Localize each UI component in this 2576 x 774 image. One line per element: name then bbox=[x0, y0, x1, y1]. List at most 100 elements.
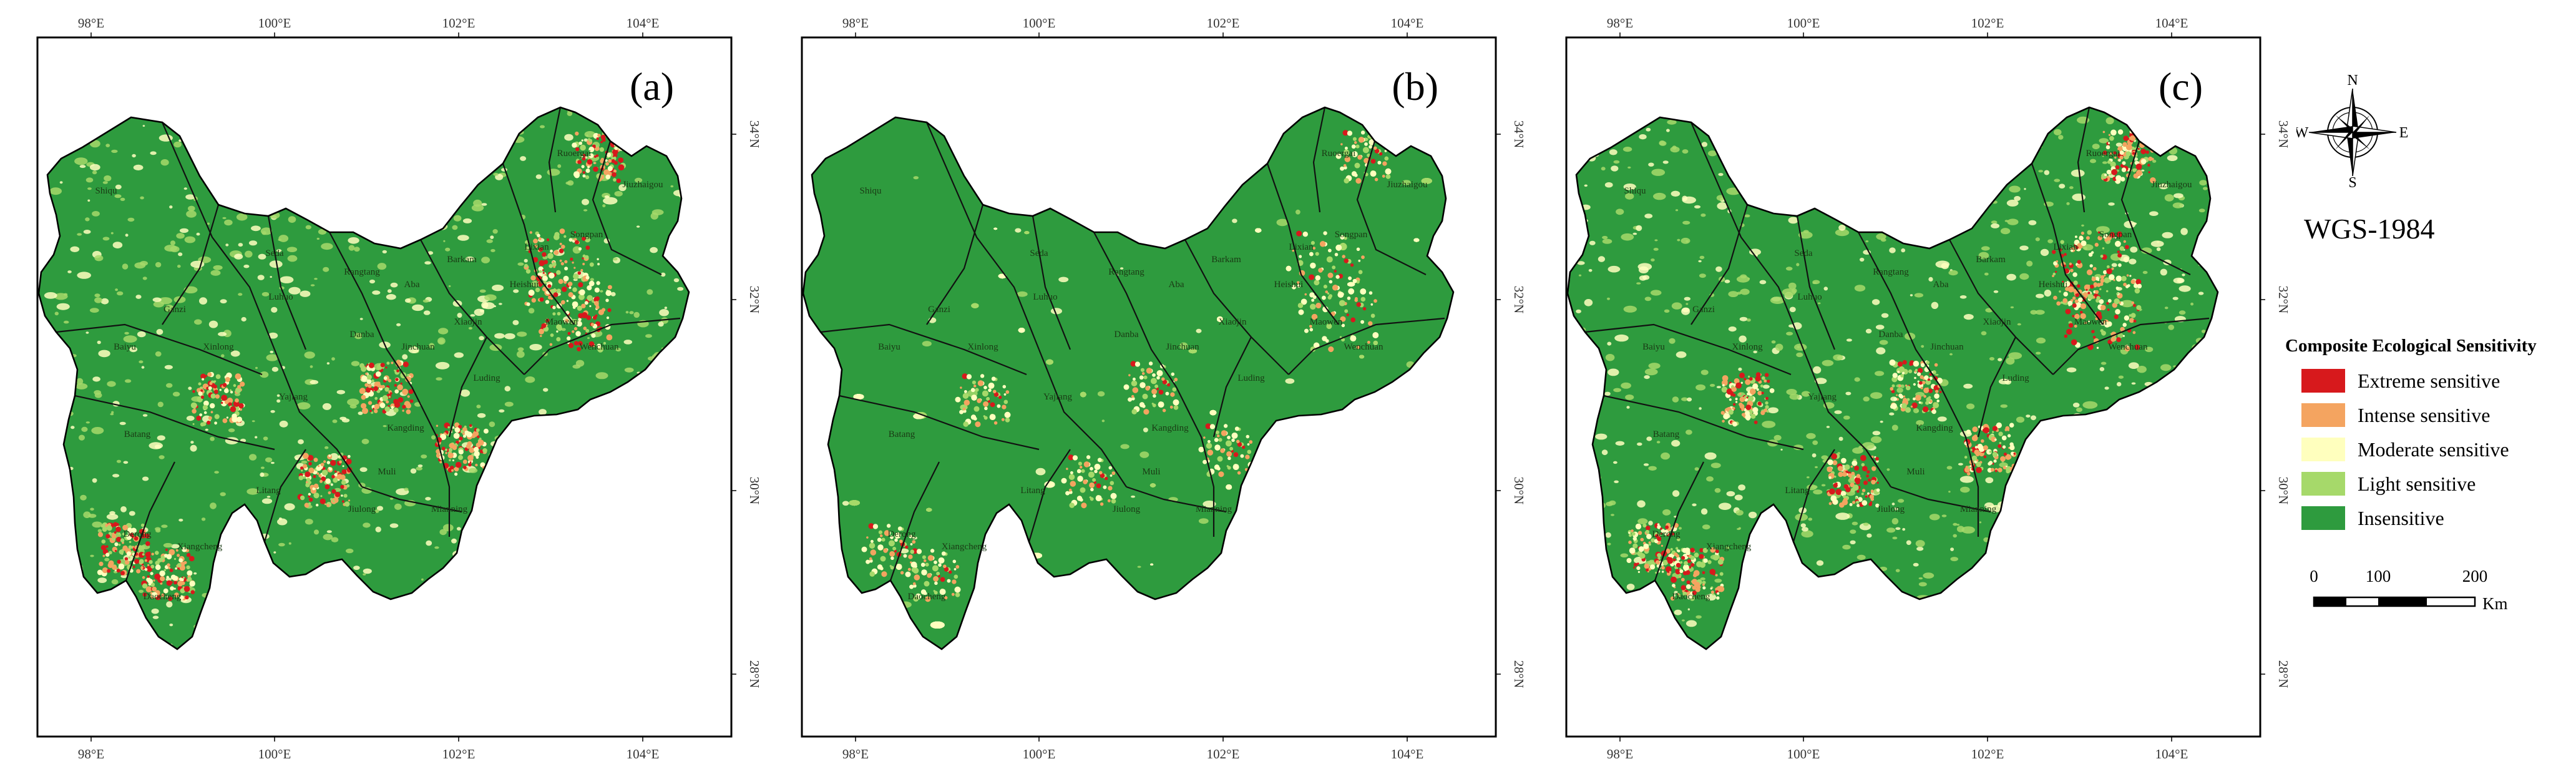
county-label: Mianning bbox=[1960, 504, 1997, 514]
county-label: Jiuzhaigou bbox=[2152, 180, 2192, 190]
county-label: Kangding bbox=[1916, 423, 1953, 433]
county-label: Daocheng bbox=[908, 592, 946, 602]
county-label: Shiqu bbox=[95, 186, 117, 196]
county-label: Jiulong bbox=[1113, 504, 1141, 514]
county-label: Batang bbox=[1653, 429, 1680, 439]
scale-tick-0: 0 bbox=[2310, 568, 2318, 585]
scale-tick-100: 100 bbox=[2366, 568, 2391, 585]
county-label: Luding bbox=[2002, 373, 2029, 383]
county-label: Jiuzhaigou bbox=[623, 180, 663, 190]
county-label: Jinchuan bbox=[401, 342, 435, 352]
county-label: Barkam bbox=[1211, 255, 1241, 265]
county-label: Seda bbox=[1794, 248, 1813, 258]
county-label: Mianning bbox=[1196, 504, 1232, 514]
lat-tick: 34°N bbox=[747, 120, 762, 149]
lon-tick-bottom: 98°E bbox=[1607, 747, 1633, 762]
compass-e: E bbox=[2399, 125, 2409, 141]
county-label: Maowen bbox=[1310, 317, 1343, 327]
county-label: Wenchuan bbox=[580, 342, 619, 352]
county-label: Kangding bbox=[1151, 423, 1189, 433]
legend-item-insensitive: Insensitive bbox=[2301, 506, 2444, 531]
lon-tick-top: 98°E bbox=[78, 16, 104, 31]
county-label: Xiaojin bbox=[454, 317, 482, 327]
compass-s: S bbox=[2348, 175, 2356, 187]
legend-title: Composite Ecological Sensitivity bbox=[2285, 336, 2537, 356]
county-label: Kangding bbox=[387, 423, 424, 433]
lon-tick-bottom: 102°E bbox=[442, 747, 476, 762]
lon-tick-bottom: 98°E bbox=[842, 747, 869, 762]
county-label: Luding bbox=[473, 373, 500, 383]
county-label: Wenchuan bbox=[1344, 342, 1383, 352]
county-label: Lixian bbox=[2053, 242, 2078, 252]
legend-label-extreme: Extreme sensitive bbox=[2358, 369, 2500, 392]
lon-tick-bottom: 104°E bbox=[1391, 747, 1424, 762]
county-label: Derong bbox=[124, 529, 152, 539]
county-label: Yajiang bbox=[1808, 392, 1837, 402]
legend-swatch-moderate bbox=[2301, 438, 2345, 461]
county-label: Baiyu bbox=[878, 342, 900, 352]
county-label: Danba bbox=[1878, 330, 1903, 340]
county-label: Muli bbox=[1142, 467, 1160, 477]
county-label: Batang bbox=[124, 429, 151, 439]
lon-tick-top: 102°E bbox=[1971, 16, 2004, 31]
county-label: Luding bbox=[1237, 373, 1265, 383]
map-svg-a: Shiqu Seda Aba Ruoergai Jiuzhaigou Ganzi Luhuo… bbox=[36, 16, 762, 762]
legend-item-moderate: Moderate sensitive bbox=[2301, 437, 2509, 462]
map-panel-a: Shiqu Seda Aba Ruoergai Jiuzhaigou Ganzi Luhuo… bbox=[12, 0, 781, 774]
county-label: Yajiang bbox=[279, 392, 308, 402]
county-label: Ruoergai bbox=[1322, 149, 1356, 159]
lat-tick: 28°N bbox=[747, 660, 762, 688]
legend-swatch-light bbox=[2301, 472, 2345, 496]
lat-tick: 32°N bbox=[2276, 286, 2291, 314]
panel-label: (a) bbox=[630, 64, 674, 109]
map-svg-c: Shiqu Seda Aba Ruoergai Jiuzhaigou Ganzi Luhuo… bbox=[1565, 16, 2291, 762]
county-label: Barkam bbox=[447, 255, 477, 265]
county-label: Maowen bbox=[2074, 317, 2107, 327]
county-label: Barkam bbox=[1976, 255, 2006, 265]
county-label: Heishui bbox=[510, 280, 539, 290]
lat-tick: 32°N bbox=[747, 286, 762, 314]
county-label: Litang bbox=[1020, 486, 1045, 496]
lon-tick-bottom: 100°E bbox=[1787, 747, 1820, 762]
county-label: Xiaojin bbox=[1219, 317, 1247, 327]
county-label: Songpan bbox=[570, 230, 603, 240]
legend-item-intense: Intense sensitive bbox=[2301, 403, 2490, 428]
compass-n: N bbox=[2347, 75, 2358, 89]
county-label: Baiyu bbox=[1642, 342, 1665, 352]
county-label: Heishui bbox=[1274, 280, 1304, 290]
lon-tick-top: 104°E bbox=[1391, 16, 1424, 31]
lon-tick-top: 102°E bbox=[1207, 16, 1240, 31]
county-label: Seda bbox=[265, 248, 284, 258]
legend-label-moderate: Moderate sensitive bbox=[2358, 438, 2509, 461]
county-label: Baiyu bbox=[114, 342, 136, 352]
county-label: Aba bbox=[404, 280, 420, 290]
county-label: Aba bbox=[1169, 280, 1184, 290]
map-svg-b: Shiqu Seda Aba Ruoergai Jiuzhaigou Ganzi Luhuo… bbox=[801, 16, 1526, 762]
lon-tick-bottom: 100°E bbox=[258, 747, 291, 762]
lon-tick-bottom: 104°E bbox=[2155, 747, 2188, 762]
projection-label: WGS-1984 bbox=[2304, 213, 2435, 245]
county-label: Xiaojin bbox=[1983, 317, 2011, 327]
county-label: Derong bbox=[888, 529, 916, 539]
county-label: Jinchuan bbox=[1166, 342, 1199, 352]
county-label: Jinchuan bbox=[1930, 342, 1964, 352]
legend-item-light: Light sensitive bbox=[2301, 471, 2476, 496]
lat-tick: 34°N bbox=[2276, 120, 2291, 149]
county-label: Luhuo bbox=[268, 292, 293, 302]
county-label: Rangtang bbox=[344, 267, 380, 277]
county-label: Jiuzhaigou bbox=[1387, 180, 1428, 190]
lon-tick-top: 98°E bbox=[842, 16, 869, 31]
county-label: Derong bbox=[1652, 529, 1681, 539]
legend-label-intense: Intense sensitive bbox=[2358, 403, 2491, 426]
county-label: Lixian bbox=[524, 242, 549, 252]
county-label: Ruoergai bbox=[2086, 149, 2120, 159]
county-label: Ganzi bbox=[1692, 305, 1715, 315]
lat-tick: 30°N bbox=[747, 477, 762, 505]
lon-tick-top: 104°E bbox=[627, 16, 660, 31]
legend-swatch-extreme bbox=[2301, 369, 2345, 393]
compass-w: W bbox=[2296, 125, 2309, 141]
legend-area: N S E W WGS-1984 Composite Ecological Se… bbox=[2271, 0, 2576, 774]
county-label: Xinlong bbox=[1732, 342, 1763, 352]
lat-tick: 30°N bbox=[2276, 477, 2291, 505]
county-label: Lixian bbox=[1289, 242, 1314, 252]
